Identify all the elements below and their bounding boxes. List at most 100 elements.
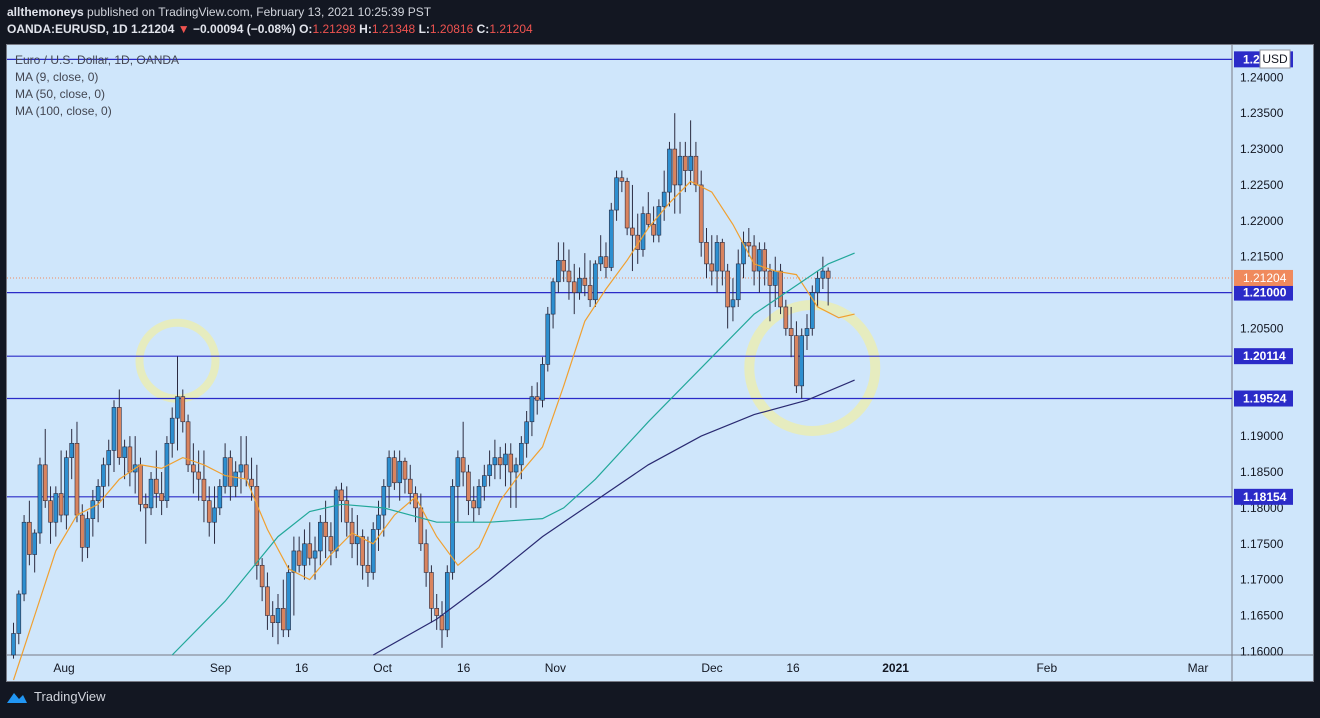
candle-bear xyxy=(693,155,699,186)
time-tick-label: 2021 xyxy=(882,661,909,675)
candle-bull xyxy=(714,242,720,272)
candle-bear xyxy=(180,396,186,423)
price-tick-label: 1.20500 xyxy=(1240,321,1284,335)
level-price-label: 1.19524 xyxy=(1243,392,1287,406)
candle-bear xyxy=(296,550,302,566)
time-tick-label: Sep xyxy=(210,661,232,675)
last-price-tag xyxy=(1234,269,1293,286)
candle-bear xyxy=(645,213,651,225)
legend-ma100: MA (100, close, 0) xyxy=(15,104,112,118)
candle-bull xyxy=(540,364,545,401)
candle-bull xyxy=(275,608,281,624)
ma50-line xyxy=(171,252,855,656)
candle-bull xyxy=(815,277,820,293)
level-price-tag xyxy=(1234,390,1293,407)
candle-bull xyxy=(222,457,228,487)
candle-bear xyxy=(79,514,85,548)
candle-bull xyxy=(735,263,741,301)
candle-bear xyxy=(762,249,767,272)
time-tick-label: Dec xyxy=(701,661,722,675)
candle-bull xyxy=(550,281,556,315)
candle-bull xyxy=(333,489,339,552)
high-label: H: xyxy=(359,22,372,36)
candle-bull xyxy=(233,471,238,487)
time-tick-label: Oct xyxy=(373,661,392,675)
candle-bear xyxy=(143,503,149,509)
candle-bear xyxy=(720,242,725,272)
candle-bull xyxy=(291,550,297,573)
currency-box xyxy=(1259,49,1291,69)
candle-bear xyxy=(788,328,794,336)
candle-bull xyxy=(455,457,461,487)
candle-bull xyxy=(661,191,667,207)
candle-bear xyxy=(407,478,413,494)
candle-bear xyxy=(117,407,122,458)
level-price-tag xyxy=(1234,284,1293,301)
candle-bull xyxy=(106,450,112,466)
high-value: 1.21348 xyxy=(371,22,416,36)
candle-bull xyxy=(370,529,376,573)
candle-bear xyxy=(249,478,254,487)
candle-bull xyxy=(503,453,508,466)
candle-bear xyxy=(709,263,715,272)
candle-bull xyxy=(16,593,22,634)
candle-bull xyxy=(164,442,170,502)
candle-bear xyxy=(280,608,286,631)
candle-bull xyxy=(640,213,646,250)
tradingview-logo-icon xyxy=(7,692,27,703)
author-name[interactable]: allthemoneys xyxy=(7,5,84,19)
candle-bear xyxy=(698,184,704,243)
price-change: −0.00094 (−0.08%) xyxy=(193,22,296,36)
candle-bull xyxy=(450,486,455,573)
candle-bear xyxy=(58,493,64,516)
level-price-label: 1.18154 xyxy=(1243,490,1287,504)
candle-bull xyxy=(169,417,175,444)
candle-bear xyxy=(392,457,397,484)
candle-bull xyxy=(355,536,360,545)
time-tick-label: 16 xyxy=(786,661,800,675)
candle-bear xyxy=(794,335,799,387)
candle-bear xyxy=(651,224,656,236)
candle-bull xyxy=(312,550,318,559)
candle-bull xyxy=(111,407,117,451)
candle-bear xyxy=(265,586,270,616)
change-arrow-icon: ▼ xyxy=(177,22,190,36)
candle-bull xyxy=(529,396,535,423)
candle-bear xyxy=(566,270,572,283)
candle-bull xyxy=(376,514,381,530)
candle-bull xyxy=(757,249,762,272)
candle-bull xyxy=(688,155,693,171)
candle-bear xyxy=(365,564,371,573)
close-value: 1.21204 xyxy=(489,22,533,36)
price-tick-label: 1.17000 xyxy=(1240,573,1284,587)
candle-bull xyxy=(148,478,154,509)
low-value: 1.20816 xyxy=(429,22,474,36)
level-price-label: 1.21000 xyxy=(1243,286,1287,300)
level-price-label: 1.2 xyxy=(1243,52,1260,66)
candle-bear xyxy=(159,493,164,502)
candle-bull xyxy=(217,486,223,509)
candle-bear xyxy=(48,500,53,523)
price-tick-label: 1.23500 xyxy=(1240,106,1284,120)
candle-bull xyxy=(519,442,524,466)
open-value: 1.21298 xyxy=(312,22,356,36)
tradingview-brand[interactable]: TradingView xyxy=(6,689,106,704)
last-price: 1.21204 xyxy=(131,22,175,36)
candle-bull xyxy=(577,277,582,293)
symbol-info: OANDA:EURUSD, 1D 1.21204 ▼ −0.00094 (−0.… xyxy=(7,22,533,36)
candle-bear xyxy=(323,521,328,537)
candle-bear xyxy=(423,543,429,573)
price-tick-label: 1.24000 xyxy=(1240,70,1284,84)
candle-bear xyxy=(460,457,466,473)
candle-bear xyxy=(27,521,32,555)
candle-bull xyxy=(122,446,127,458)
legend-ma9: MA (9, close, 0) xyxy=(15,70,99,84)
candle-bear xyxy=(624,181,630,229)
candle-bull xyxy=(397,460,402,484)
candle-bull xyxy=(524,421,529,444)
price-tick-label: 1.22500 xyxy=(1240,178,1284,192)
last-price-label: 1.21204 xyxy=(1243,271,1287,285)
candle-bull xyxy=(175,396,180,419)
candle-bear xyxy=(360,536,365,566)
